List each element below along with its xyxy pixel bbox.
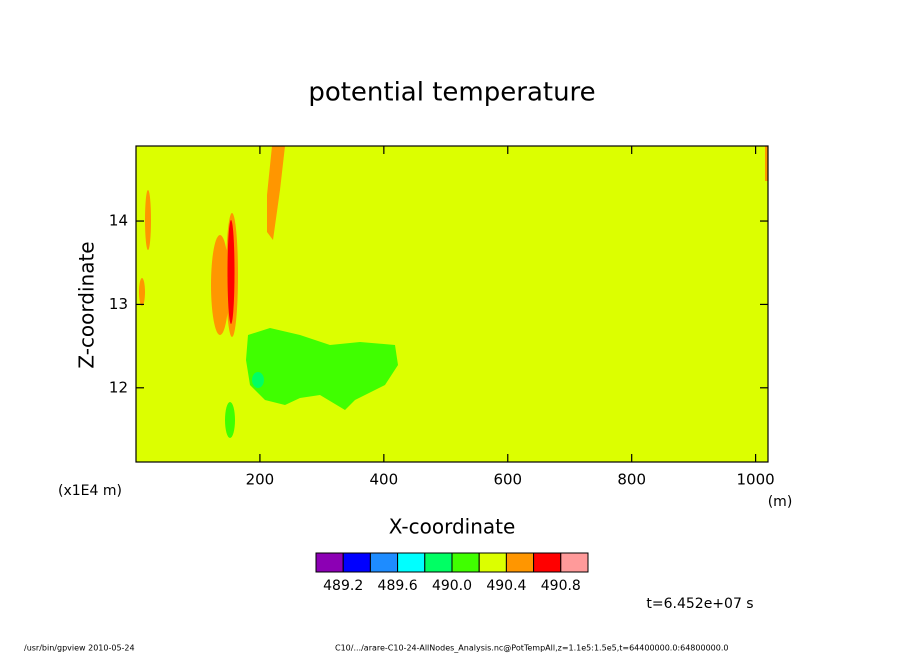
y-axis-label: Z-coordinate bbox=[75, 241, 99, 368]
colorbar-label: 490.8 bbox=[541, 578, 581, 594]
contour-region bbox=[139, 278, 145, 306]
x-tick-label: 800 bbox=[617, 471, 646, 489]
colorbar-swatch bbox=[369, 552, 399, 573]
colorbar-swatch bbox=[505, 552, 535, 573]
x-tick-label: 400 bbox=[370, 471, 399, 489]
field bbox=[139, 146, 768, 438]
y-tick-label: 12 bbox=[109, 378, 128, 396]
colorbar-label: 490.0 bbox=[432, 578, 472, 594]
colorbar-label: 489.6 bbox=[378, 578, 418, 594]
x-tick-label: 600 bbox=[493, 471, 522, 489]
colorbar-swatch bbox=[451, 552, 480, 573]
colorbar-swatch bbox=[560, 552, 589, 573]
colorbar-swatch bbox=[315, 552, 344, 573]
x-unit: (m) bbox=[768, 494, 793, 510]
plot-background bbox=[136, 146, 768, 462]
y-tick-label: 14 bbox=[109, 212, 128, 230]
contour-region bbox=[765, 146, 768, 181]
x-axis-label: X-coordinate bbox=[389, 515, 516, 539]
contour-region bbox=[211, 235, 229, 335]
colorbar-swatch bbox=[397, 552, 426, 573]
y-unit: (x1E4 m) bbox=[58, 483, 122, 499]
contour-region bbox=[267, 146, 285, 240]
chart-title: potential temperature bbox=[308, 78, 595, 108]
colorbar-label: 490.4 bbox=[486, 578, 526, 594]
colorbar-swatch bbox=[533, 552, 562, 573]
time-label: t=6.452e+07 s bbox=[646, 596, 753, 612]
x-tick-label: 200 bbox=[246, 471, 275, 489]
contour-region bbox=[246, 328, 398, 410]
footer-right: C10/.../arare-C10-24-AllNodes_Analysis.n… bbox=[335, 644, 728, 653]
contour-region bbox=[252, 372, 264, 388]
colorbar-label: 489.2 bbox=[323, 578, 363, 594]
contour-region bbox=[227, 220, 235, 324]
colorbar-swatch bbox=[424, 552, 453, 573]
contour-region bbox=[225, 402, 235, 438]
colorbar-swatch bbox=[342, 552, 371, 573]
footer-left: /usr/bin/gpview 2010-05-24 bbox=[24, 644, 135, 653]
y-tick-label: 13 bbox=[109, 295, 128, 313]
colorbar-swatch bbox=[478, 552, 507, 573]
contour-region bbox=[145, 190, 151, 250]
x-tick-label: 1000 bbox=[737, 471, 775, 489]
